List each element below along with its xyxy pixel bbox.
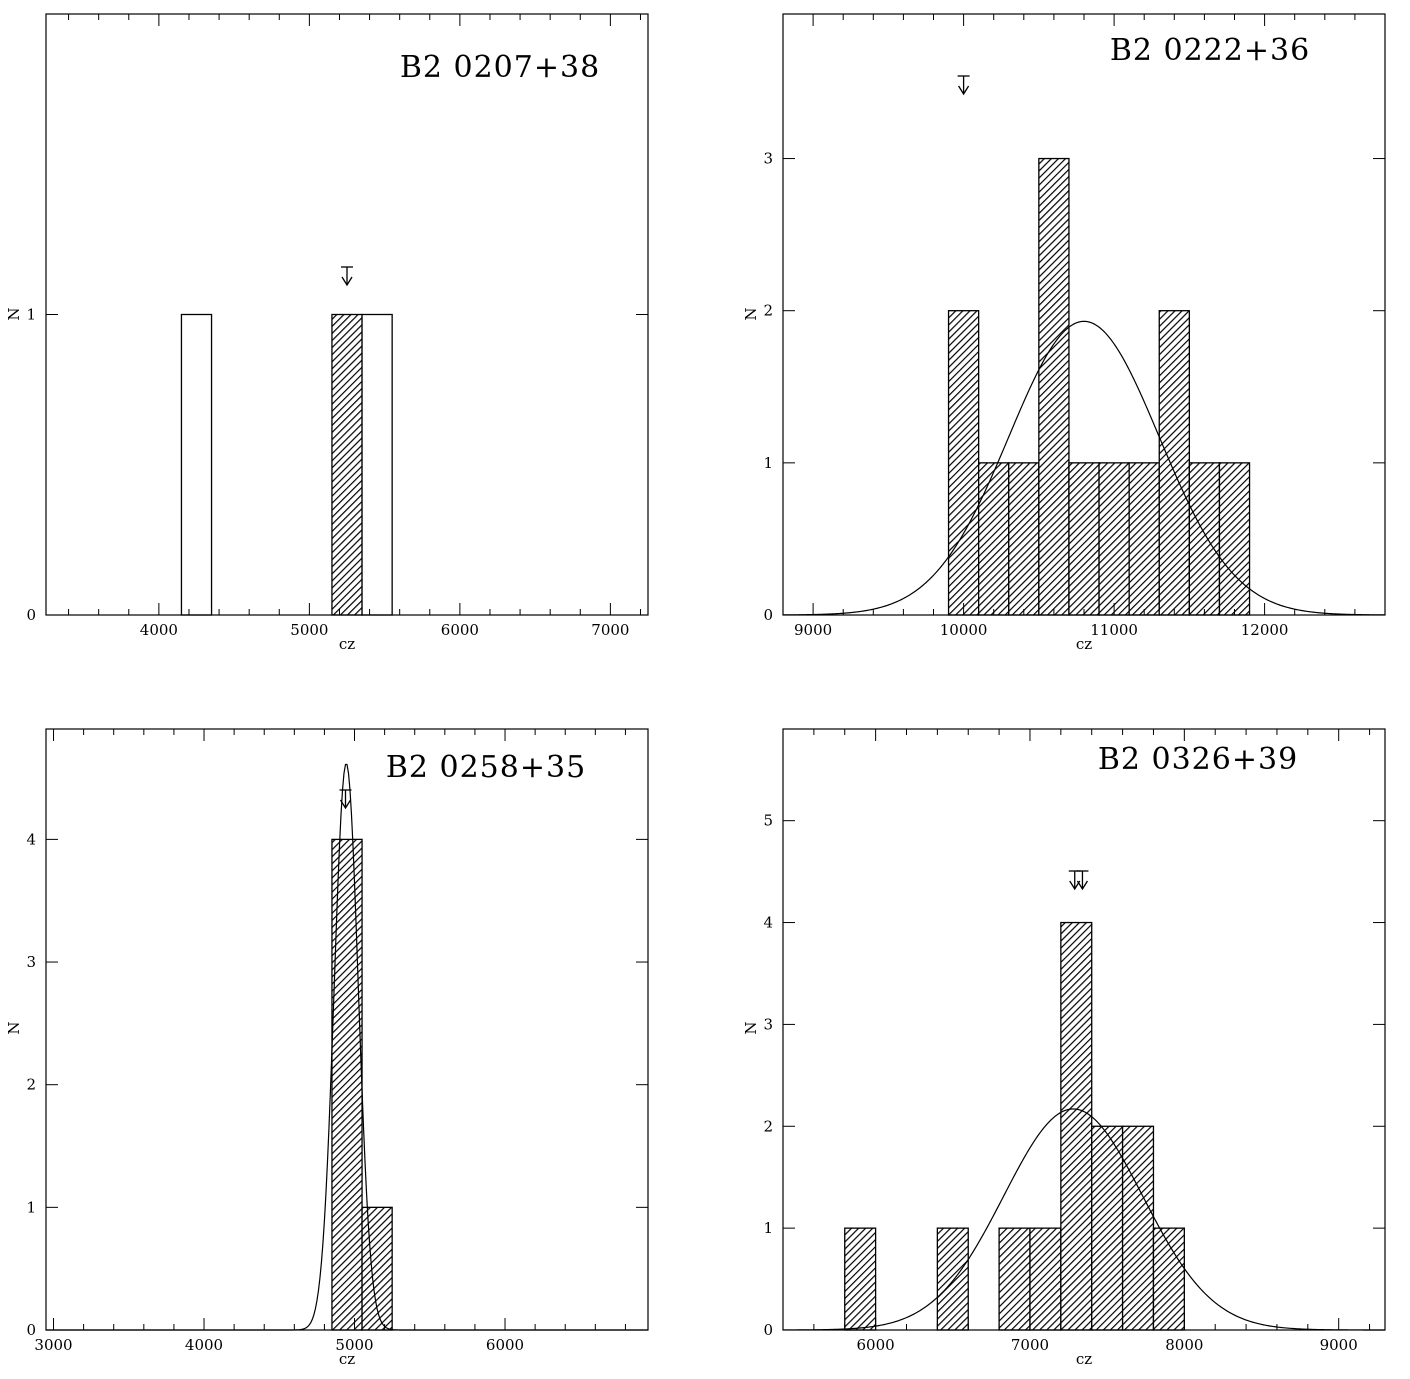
x-tick-label: 8000 bbox=[1165, 1336, 1203, 1354]
marker-head bbox=[341, 276, 353, 287]
marker-head bbox=[1069, 880, 1081, 891]
panel-b2-0222: B2 0222+36 cz N bbox=[742, 33, 1310, 653]
y-axis-label: N bbox=[5, 307, 23, 320]
panel-b2-0258: B2 0258+35 cz N bbox=[5, 750, 586, 1368]
radio-galaxy-marker-arrow bbox=[957, 75, 970, 96]
x-tick-label: 11000 bbox=[1090, 621, 1138, 639]
histogram-bar-hatched bbox=[947, 310, 980, 616]
x-axis-label: cz bbox=[339, 1350, 355, 1368]
histogram-bar-hatched bbox=[1158, 310, 1191, 616]
histogram-bar-hatched bbox=[1038, 157, 1070, 616]
gaussian-fit-curve bbox=[782, 320, 1386, 616]
histogram-bar-hatched bbox=[1188, 462, 1221, 616]
radio-galaxy-marker-arrow bbox=[1068, 870, 1081, 891]
panel-title: B2 0207+38 bbox=[400, 50, 600, 85]
histogram-bar-hatched bbox=[1098, 462, 1130, 616]
y-axis-label: N bbox=[742, 307, 760, 320]
x-tick-label: 9000 bbox=[794, 621, 832, 639]
plot-frame bbox=[782, 728, 1386, 1331]
x-tick-label: 5000 bbox=[335, 1336, 373, 1354]
histogram-bar-hatched bbox=[1029, 1227, 1062, 1331]
panel-title: B2 0326+39 bbox=[1098, 742, 1298, 777]
histogram-bar-open bbox=[180, 313, 213, 616]
marker-head bbox=[1076, 880, 1089, 891]
y-tick-label: 3 bbox=[26, 953, 36, 971]
panel-b2-0326: B2 0326+39 cz N bbox=[742, 742, 1298, 1368]
x-tick-label: 5000 bbox=[290, 621, 328, 639]
y-tick-label: 0 bbox=[763, 606, 773, 624]
y-tick-label: 2 bbox=[763, 302, 773, 320]
panel-title: B2 0222+36 bbox=[1110, 33, 1310, 68]
y-tick-label: 1 bbox=[763, 1219, 773, 1237]
histogram-bar-hatched bbox=[1218, 462, 1251, 616]
histogram-bar-open bbox=[361, 313, 393, 616]
x-tick-label: 7000 bbox=[591, 621, 629, 639]
x-tick-label: 6000 bbox=[857, 1336, 895, 1354]
panel-title: B2 0258+35 bbox=[386, 750, 586, 785]
y-tick-label: 4 bbox=[26, 830, 36, 848]
y-tick-label: 1 bbox=[763, 454, 773, 472]
y-axis-label: N bbox=[742, 1021, 760, 1034]
x-tick-label: 10000 bbox=[940, 621, 988, 639]
histogram-bar-hatched bbox=[978, 462, 1010, 616]
y-tick-label: 0 bbox=[763, 1321, 773, 1339]
histogram-bar-hatched bbox=[1128, 462, 1160, 616]
y-tick-label: 2 bbox=[26, 1076, 36, 1094]
y-tick-label: 1 bbox=[26, 306, 36, 324]
x-tick-label: 4000 bbox=[185, 1336, 223, 1354]
x-tick-label: 12000 bbox=[1241, 621, 1289, 639]
histogram-bar-hatched bbox=[936, 1227, 969, 1331]
x-axis-label: cz bbox=[339, 635, 355, 653]
histogram-bar-hatched bbox=[998, 1227, 1031, 1331]
histogram-bar-hatched bbox=[331, 313, 363, 616]
histogram-bar-hatched bbox=[1008, 462, 1040, 616]
chart-2-plot: 3000 4000 5000 6000 0 1 2 3 4 bbox=[26, 728, 649, 1354]
histogram-bar-hatched bbox=[1121, 1125, 1155, 1331]
radio-galaxy-marker-arrow bbox=[1076, 870, 1089, 891]
x-axis-label: cz bbox=[1076, 1350, 1092, 1368]
y-tick-label: 4 bbox=[763, 914, 773, 932]
y-tick-label: 2 bbox=[763, 1117, 773, 1135]
x-tick-label: 9000 bbox=[1320, 1336, 1358, 1354]
x-tick-label: 6000 bbox=[486, 1336, 524, 1354]
chart-3-plot: 6000 7000 8000 9000 0 1 2 3 4 5 bbox=[763, 728, 1386, 1354]
chart-0-plot: 4000 5000 6000 7000 0 1 bbox=[26, 13, 649, 639]
marker-head bbox=[958, 85, 970, 96]
y-tick-label: 1 bbox=[26, 1198, 36, 1216]
histogram-bar-hatched bbox=[1060, 921, 1093, 1331]
radio-galaxy-marker-arrow bbox=[339, 789, 352, 810]
histogram-bar-hatched bbox=[361, 1206, 393, 1331]
histogram-bar-hatched bbox=[1091, 1125, 1124, 1331]
radio-galaxy-marker-arrow bbox=[341, 266, 353, 287]
x-axis-label: cz bbox=[1076, 635, 1092, 653]
x-tick-label: 7000 bbox=[1011, 1336, 1049, 1354]
x-tick-label: 3000 bbox=[34, 1336, 72, 1354]
x-tick-label: 6000 bbox=[441, 621, 479, 639]
marker-head bbox=[339, 799, 352, 810]
chart-1-plot: 9000 10000 11000 12000 0 1 2 3 bbox=[763, 13, 1386, 639]
y-tick-label: 5 bbox=[763, 812, 773, 830]
histogram-bar-hatched bbox=[1068, 462, 1100, 616]
y-tick-label: 0 bbox=[26, 1321, 36, 1339]
y-tick-label: 0 bbox=[26, 606, 36, 624]
y-axis-label: N bbox=[5, 1021, 23, 1034]
gaussian-fit-curve bbox=[783, 1108, 1385, 1331]
x-tick-label: 4000 bbox=[140, 621, 178, 639]
plot-frame bbox=[45, 728, 649, 1331]
histogram-bar-hatched bbox=[844, 1227, 877, 1331]
y-tick-label: 3 bbox=[763, 1015, 773, 1033]
y-tick-label: 3 bbox=[763, 150, 773, 168]
panel-b2-0207: B2 0207+38 cz N bbox=[5, 50, 600, 653]
